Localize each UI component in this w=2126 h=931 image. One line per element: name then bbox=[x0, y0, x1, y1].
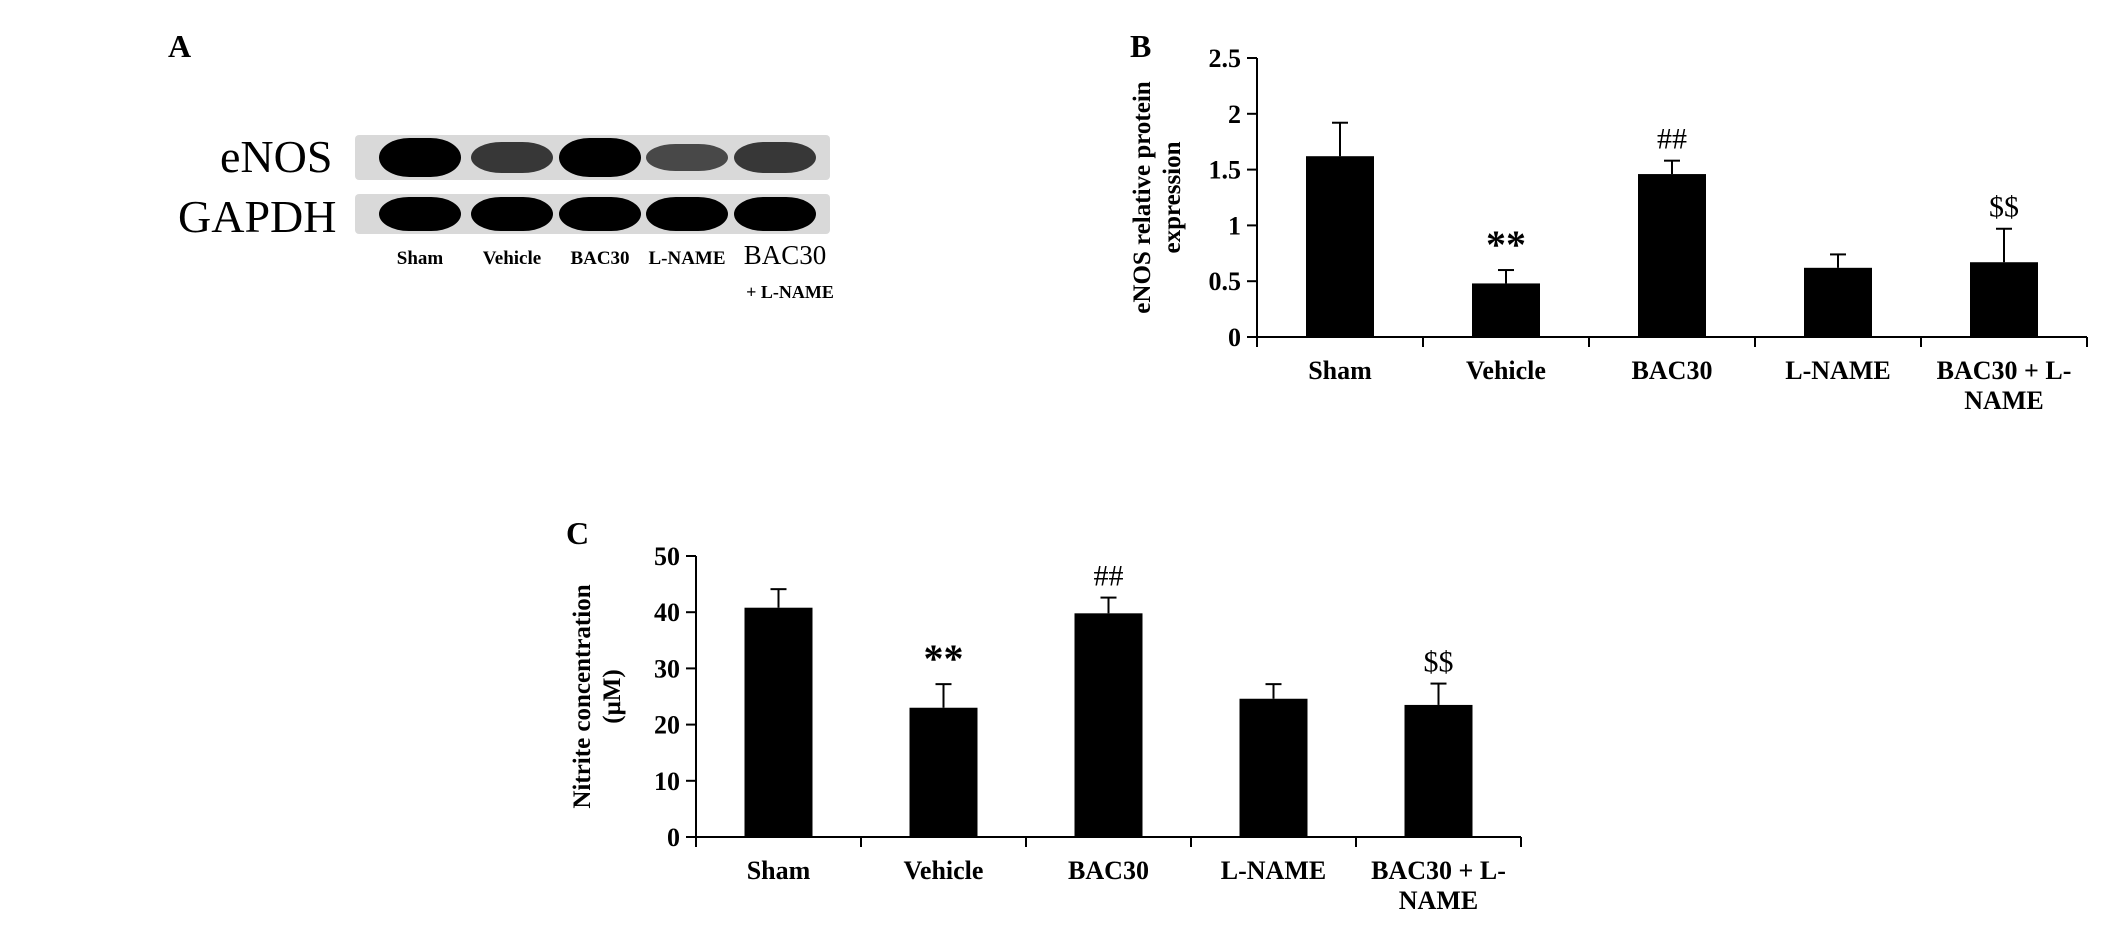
chart-c-y-axis-label: Nitrite concentration bbox=[569, 584, 596, 808]
chart-b-bar bbox=[1970, 262, 2038, 337]
chart-c-y-tick-label: 20 bbox=[654, 711, 680, 740]
blot-row-label-gapdh: GAPDH bbox=[178, 191, 337, 242]
enos-band-strip bbox=[355, 135, 830, 180]
chart-c-significance-label: ** bbox=[924, 636, 964, 681]
chart-b-y-tick-label: 1 bbox=[1228, 211, 1241, 240]
blot-lane-sublabel: + L-NAME bbox=[746, 282, 834, 302]
blot-band bbox=[646, 197, 728, 231]
chart-b-y-axis-label: expression bbox=[1159, 141, 1186, 253]
chart-b-y-tick-label: 0.5 bbox=[1209, 267, 1242, 296]
blot-band bbox=[379, 138, 461, 177]
chart-c-y-tick-label: 30 bbox=[654, 654, 680, 683]
blot-band bbox=[471, 197, 553, 231]
chart-b-category-label: BAC30 bbox=[1632, 356, 1713, 385]
chart-c-y-tick-label: 40 bbox=[654, 598, 680, 627]
chart-b-y-tick-label: 1.5 bbox=[1209, 156, 1242, 185]
chart-c-category-label: Vehicle bbox=[904, 856, 984, 885]
chart-b-y-tick-label: 0 bbox=[1228, 323, 1241, 352]
chart-b-significance-label: $$ bbox=[1989, 191, 2019, 224]
panel-label-a: A bbox=[168, 28, 192, 64]
blot-band bbox=[734, 142, 816, 173]
blot-lane-label: Vehicle bbox=[482, 248, 542, 269]
chart-c-category-label: Sham bbox=[747, 856, 811, 885]
chart-b-significance-label: ** bbox=[1486, 222, 1526, 267]
chart-b-category-label: Vehicle bbox=[1466, 356, 1546, 385]
chart-c-bar bbox=[1404, 704, 1473, 837]
blot-lane-label: L-NAME bbox=[648, 248, 726, 269]
blot-lane-label: BAC30 bbox=[570, 248, 630, 269]
chart-c-y-tick-label: 0 bbox=[667, 823, 680, 852]
chart-b-bar bbox=[1638, 174, 1706, 337]
blot-band bbox=[559, 197, 641, 231]
blot-lane-label: Sham bbox=[396, 248, 444, 269]
chart-b-category-label: BAC30 + L- bbox=[1937, 356, 2072, 385]
chart-c-bar bbox=[1074, 613, 1143, 837]
chart-b-y-axis-label: eNOS relative protein bbox=[1129, 81, 1156, 313]
chart-c-y-tick-label: 50 bbox=[654, 542, 680, 571]
gapdh-band-strip bbox=[355, 194, 830, 234]
chart-b-bar bbox=[1306, 156, 1374, 337]
chart-c-category-label: BAC30 + L- bbox=[1371, 856, 1506, 885]
chart-c-bar bbox=[909, 707, 978, 837]
blot-lane-label: BAC30 bbox=[743, 240, 827, 270]
panel-label-b: B bbox=[1130, 28, 1152, 64]
chart-b-y-tick-label: 2 bbox=[1228, 100, 1241, 129]
chart-b-bar bbox=[1804, 267, 1872, 337]
blot-band bbox=[734, 197, 816, 231]
chart-c-y-tick-label: 10 bbox=[654, 767, 680, 796]
chart-c-bar bbox=[1239, 698, 1308, 837]
chart-c-bar bbox=[744, 607, 813, 837]
chart-c-category-label: L-NAME bbox=[1221, 856, 1326, 885]
chart-c-significance-label: $$ bbox=[1424, 646, 1454, 679]
chart-b-category-label: Sham bbox=[1308, 356, 1372, 385]
chart-b-y-tick-label: 2.5 bbox=[1209, 44, 1242, 73]
chart-b-bar bbox=[1472, 283, 1540, 337]
blot-band bbox=[471, 142, 553, 173]
blot-row-label-enos: eNOS bbox=[220, 131, 333, 182]
blot-band bbox=[559, 138, 641, 177]
chart-b-significance-label: ## bbox=[1657, 123, 1687, 156]
western-blot: eNOS GAPDH Sham Vehicle BAC30 L-NAME BAC30 + … bbox=[150, 110, 850, 330]
chart-b-category-label: NAME bbox=[1964, 386, 2043, 415]
chart-c-significance-label: ## bbox=[1094, 560, 1124, 593]
chart-c-category-label: NAME bbox=[1399, 886, 1478, 915]
chart-b-category-label: L-NAME bbox=[1785, 356, 1890, 385]
chart-c-y-axis-label: (μM) bbox=[599, 669, 626, 723]
blot-band bbox=[379, 197, 461, 231]
blot-band bbox=[646, 143, 728, 172]
panel-label-c: C bbox=[566, 515, 590, 551]
chart-c-category-label: BAC30 bbox=[1068, 856, 1149, 885]
